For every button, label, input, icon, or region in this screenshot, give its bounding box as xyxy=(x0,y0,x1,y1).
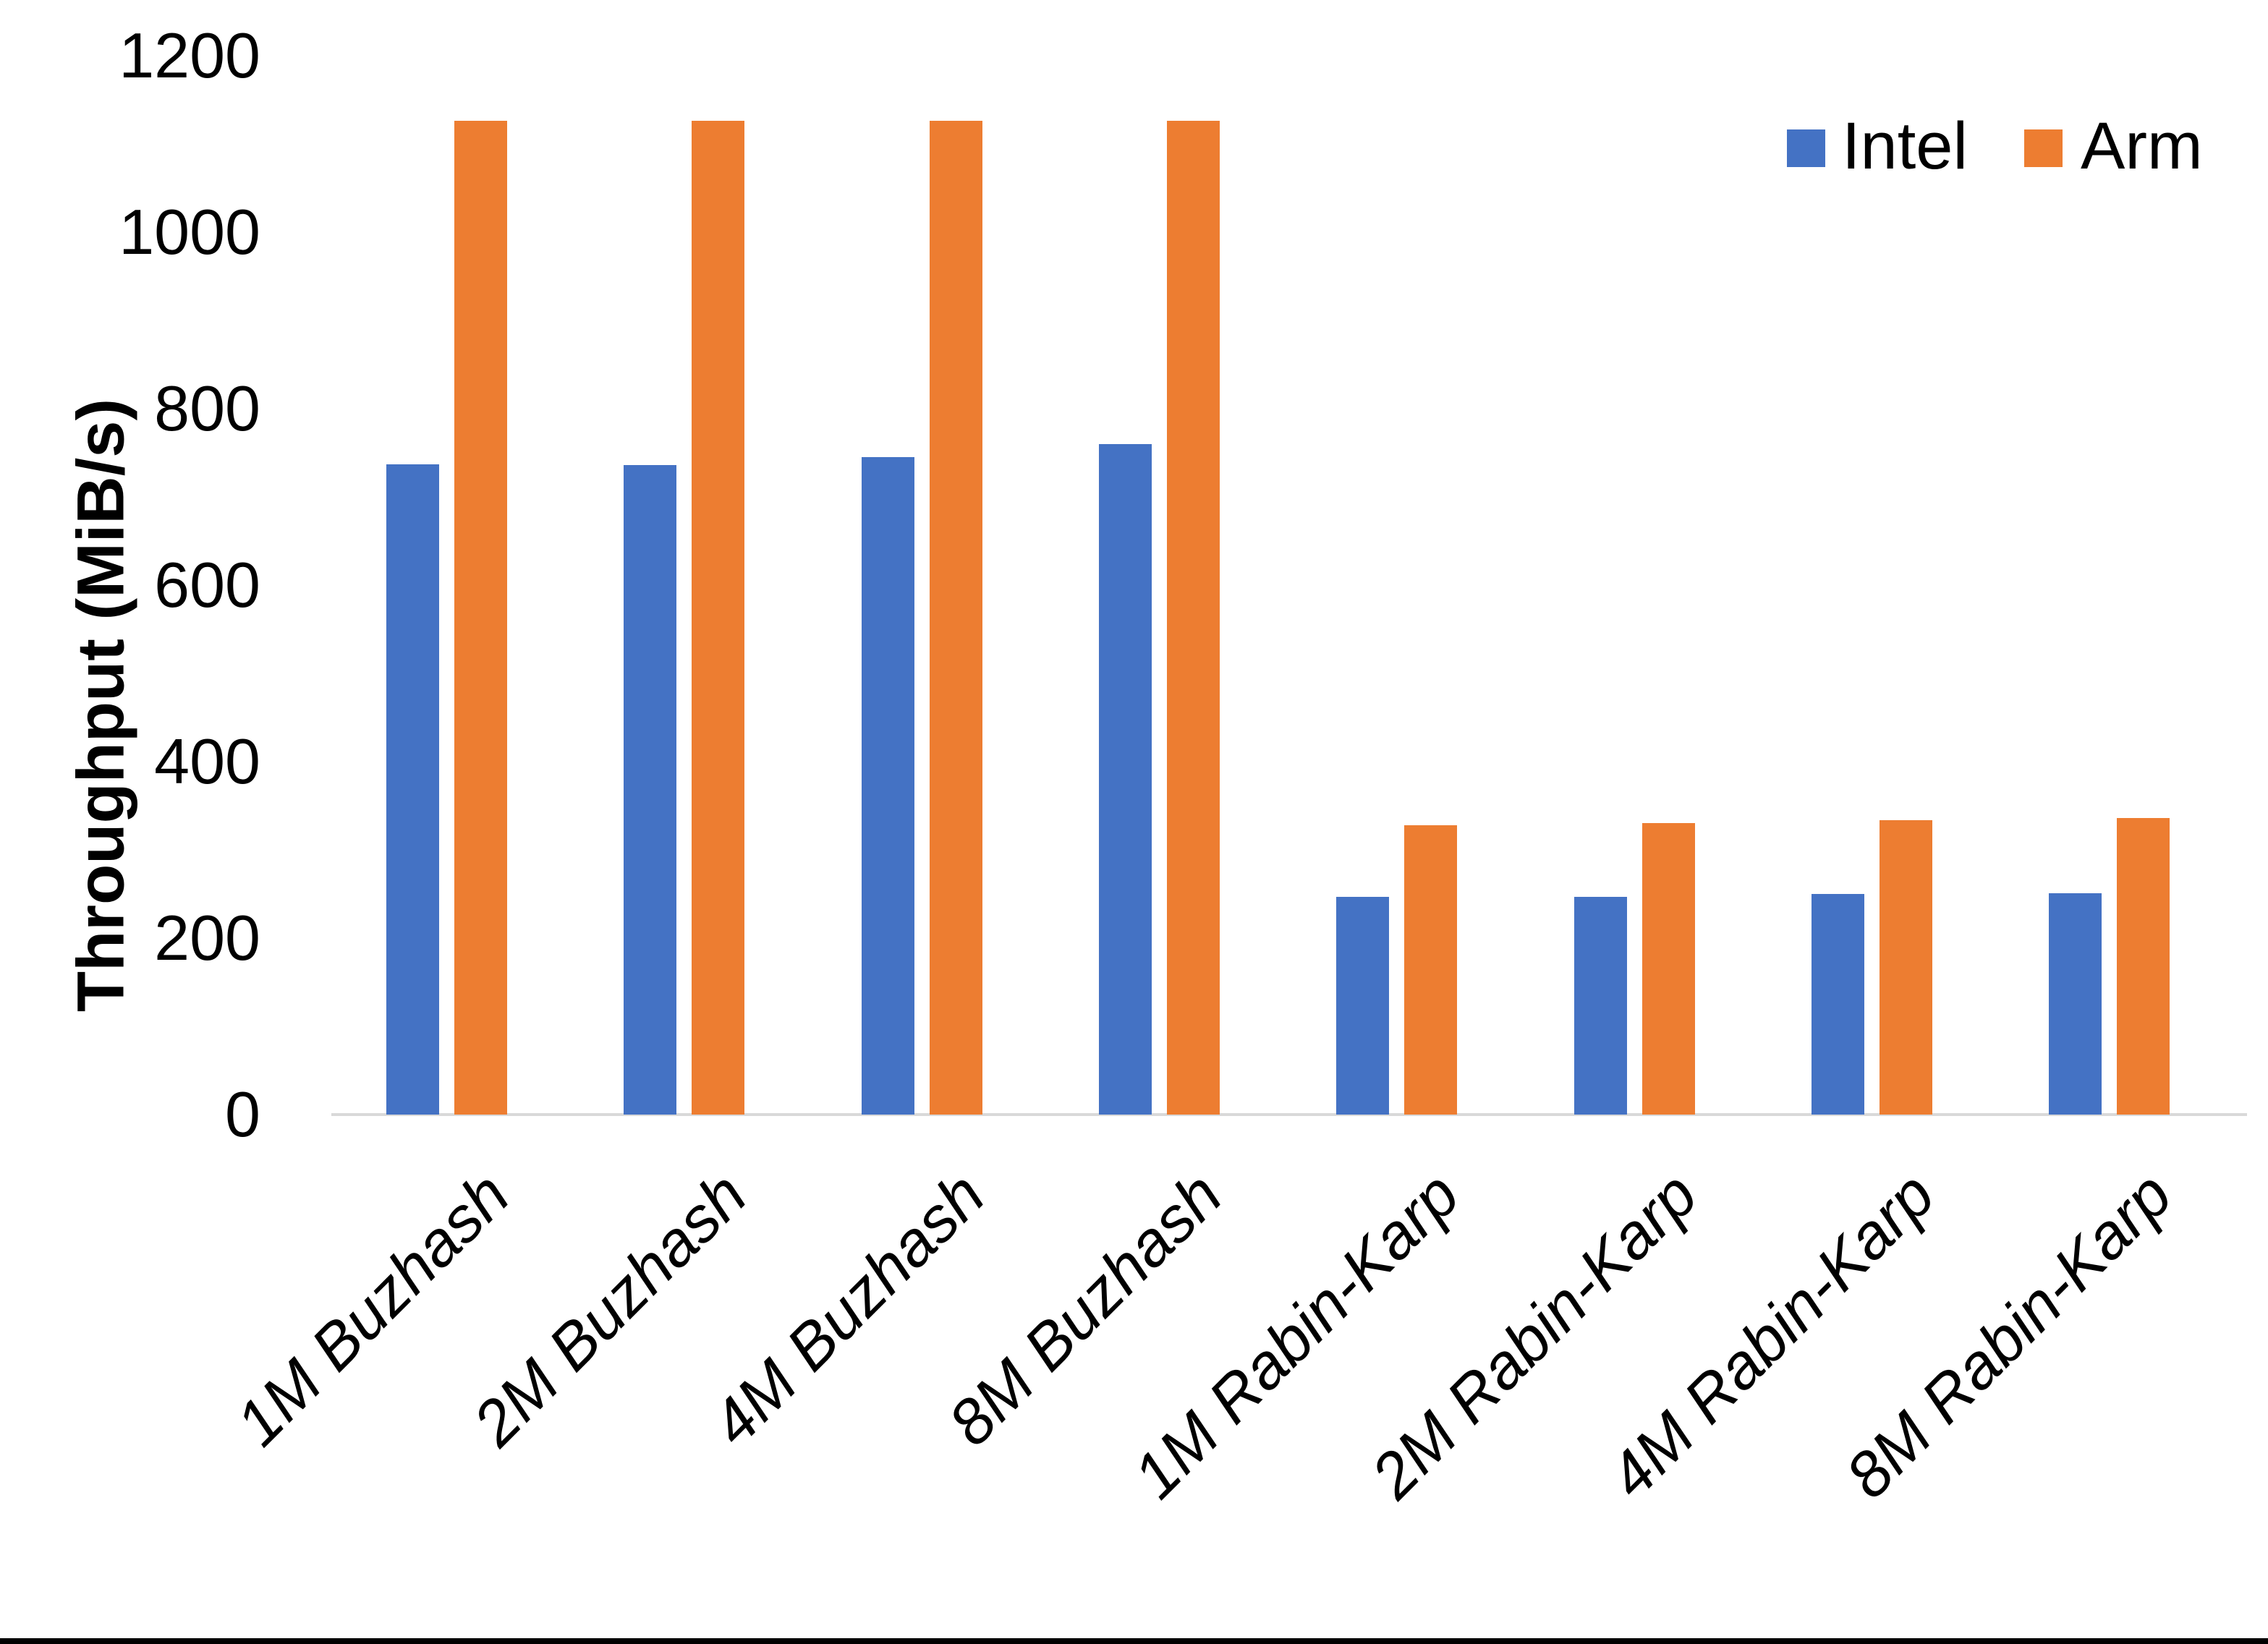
bar-intel xyxy=(2049,893,2102,1115)
bar-arm xyxy=(692,121,745,1115)
bar-arm xyxy=(2117,818,2170,1115)
legend-label-intel: Intel xyxy=(1842,109,1968,183)
bar-intel xyxy=(624,465,677,1115)
bar-intel xyxy=(861,457,914,1115)
bar-arm xyxy=(454,121,507,1115)
bar-arm xyxy=(1404,825,1458,1115)
y-tick-label: 600 xyxy=(154,549,260,621)
y-tick-label: 200 xyxy=(154,902,260,974)
bar-arm xyxy=(929,121,982,1115)
y-tick-label: 800 xyxy=(154,372,260,444)
bottom-border xyxy=(0,1638,2268,1644)
y-tick-label: 400 xyxy=(154,725,260,797)
legend-swatch-arm xyxy=(2024,129,2063,167)
bar-intel xyxy=(1336,896,1390,1115)
bar-arm xyxy=(1879,819,1932,1115)
bar-intel xyxy=(1811,894,1864,1115)
y-tick-label: 1200 xyxy=(119,20,260,91)
y-tick-label: 1000 xyxy=(119,196,260,268)
x-axis-line xyxy=(331,1113,2247,1116)
bar-arm xyxy=(1641,823,1695,1115)
legend-swatch-intel xyxy=(1787,129,1825,167)
bar-intel xyxy=(1098,443,1152,1115)
bar-intel xyxy=(1573,896,1627,1115)
y-tick-label: 0 xyxy=(225,1078,260,1150)
legend-label-arm: Arm xyxy=(2081,109,2203,183)
bar-intel xyxy=(386,464,439,1115)
bar-arm xyxy=(1166,121,1220,1115)
